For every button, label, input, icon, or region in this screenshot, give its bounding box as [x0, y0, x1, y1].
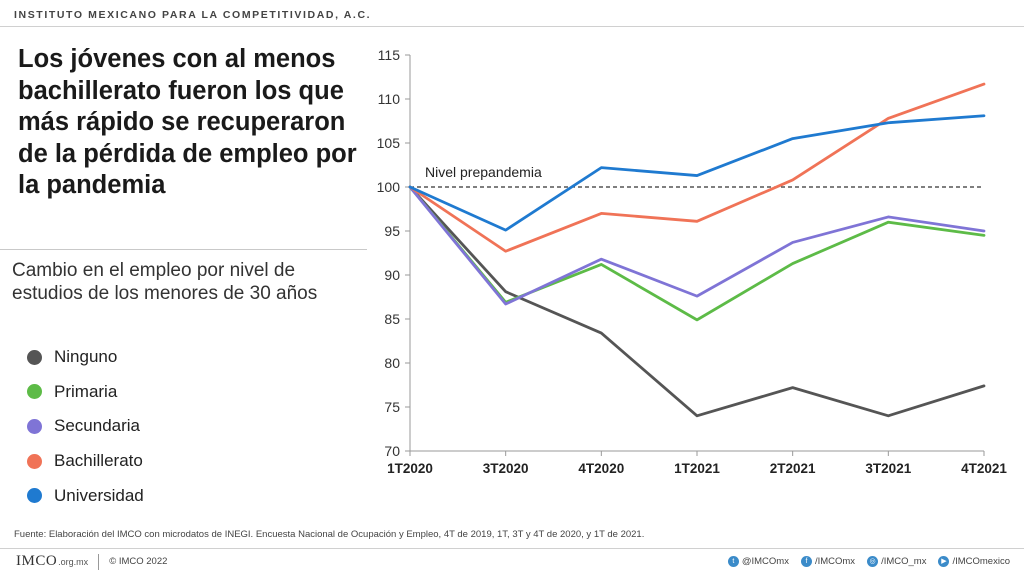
copyright: © IMCO 2022 [109, 556, 168, 567]
youtube-handle[interactable]: /IMCOmexico [952, 556, 1010, 567]
footer-divider [0, 548, 1024, 549]
series-line-universidad [408, 114, 986, 232]
reference-line-label: Nivel prepandemia [425, 164, 542, 180]
x-tick-label: 1T2021 [674, 461, 720, 476]
series-line-ninguno [408, 185, 986, 418]
legend-dot-universidad [27, 488, 42, 504]
footer-brand: IMCO .org.mx © IMCO 2022 [16, 553, 167, 570]
slide-title: Los jóvenes con al menos bachillerato fu… [18, 45, 357, 199]
legend-item-primaria: Primaria [27, 375, 144, 410]
x-tick-label: 3T2020 [483, 461, 529, 476]
instagram-handle[interactable]: /IMCO_mx [881, 556, 927, 567]
legend-dot-ninguno [27, 349, 42, 365]
x-tick-label: 2T2021 [770, 461, 816, 476]
social-twitter[interactable]: t @IMCOmx [727, 556, 789, 567]
legend-item-universidad: Universidad [27, 478, 144, 513]
x-tick-label: 4T2020 [578, 461, 624, 476]
facebook-handle[interactable]: /IMCOmx [814, 556, 856, 567]
header-divider [0, 26, 1024, 27]
y-tick-label: 90 [384, 267, 400, 283]
y-tick-label: 75 [384, 399, 400, 415]
legend-item-bachillerato: Bachillerato [27, 444, 144, 479]
series-line-bachillerato [408, 82, 986, 253]
logo-suffix: .org.mx [58, 556, 89, 567]
x-tick-label: 1T2020 [387, 461, 433, 476]
footer-separator [98, 553, 100, 570]
y-tick-label: 115 [378, 47, 401, 63]
social-instagram[interactable]: ◎ /IMCO_mx [867, 556, 926, 567]
employment-line-chart: 70 75 80 85 90 95 100 105 110 115 1T2020 3T2020 4T20… [377, 47, 1008, 476]
legend-label-secundaria: Secundaria [54, 416, 141, 436]
facebook-icon: f [800, 556, 812, 567]
social-facebook[interactable]: f /IMCOmx [800, 556, 856, 567]
y-tick-label: 80 [384, 355, 400, 371]
social-youtube[interactable]: ▶ /IMCOmexico [938, 556, 1010, 567]
social-links: t @IMCOmx f /IMCOmx ◎ /IMCO_mx ▶ /IMCOme… [716, 556, 1010, 567]
x-tick-label: 3T2021 [865, 461, 911, 476]
org-header: INSTITUTO MEXICANO PARA LA COMPETITIVIDA… [14, 9, 372, 21]
y-tick-label: 95 [384, 223, 400, 239]
series-line-secundaria [408, 185, 986, 306]
legend-label-universidad: Universidad [54, 485, 144, 505]
instagram-icon: ◎ [867, 556, 879, 567]
y-tick-label: 70 [384, 443, 400, 459]
legend-item-secundaria: Secundaria [27, 409, 144, 444]
youtube-icon: ▶ [938, 556, 950, 567]
legend-dot-primaria [27, 384, 42, 400]
y-tick-label: 85 [384, 311, 400, 327]
legend-label-primaria: Primaria [54, 381, 118, 401]
y-tick-label: 110 [378, 91, 401, 107]
y-tick-label: 105 [377, 135, 401, 151]
twitter-icon: t [727, 556, 739, 567]
x-tick-label: 4T2021 [961, 461, 1007, 476]
legend-label-bachillerato: Bachillerato [54, 451, 143, 471]
source-note: Fuente: Elaboración del IMCO con microda… [14, 529, 645, 540]
legend-dot-bachillerato [27, 453, 42, 469]
chart-subtitle: Cambio en el empleo por nivel de estudio… [12, 260, 318, 304]
y-tick-label: 100 [377, 179, 401, 195]
legend-label-ninguno: Ninguno [54, 347, 118, 367]
imco-logo: IMCO [16, 553, 58, 569]
series-line-primaria [408, 185, 986, 322]
legend-item-ninguno: Ninguno [27, 340, 144, 375]
twitter-handle[interactable]: @IMCOmx [741, 556, 789, 567]
title-divider [0, 249, 367, 250]
legend-dot-secundaria [27, 418, 42, 434]
chart-legend: Ninguno Primaria Secundaria Bachillerato… [27, 340, 144, 513]
